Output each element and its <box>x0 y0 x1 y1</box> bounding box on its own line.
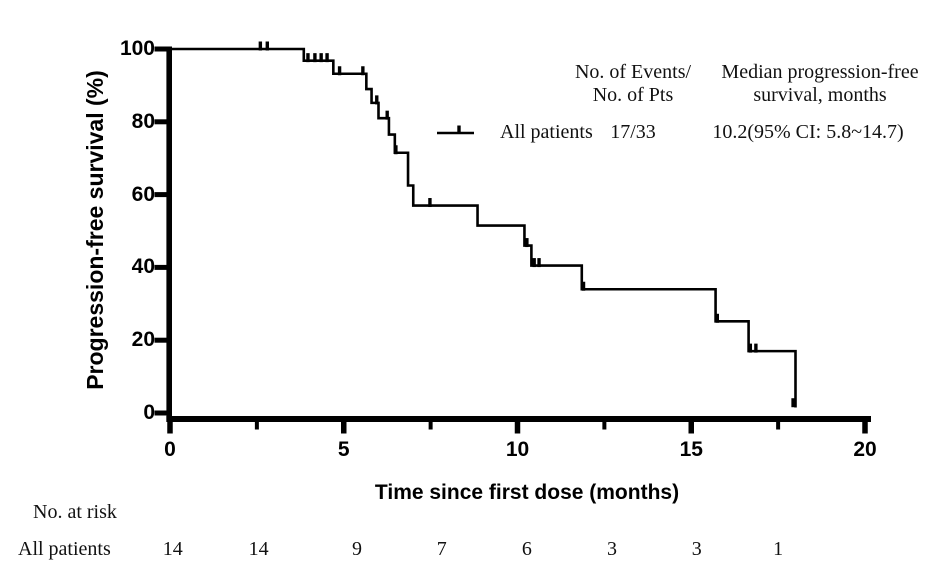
at-risk-value: 7 <box>436 538 447 560</box>
at-risk-value: 6 <box>521 538 532 560</box>
legend-events-header-line2: No. of Pts <box>592 84 674 106</box>
at-risk-value: 9 <box>351 538 362 560</box>
x-tick-label: 10 <box>505 438 530 461</box>
y-tick-label: 60 <box>131 182 155 206</box>
at-risk-value: 14 <box>162 538 183 560</box>
legend-median-value: 10.2(95% CI: 5.8~14.7) <box>712 121 904 143</box>
at-risk-value: 14 <box>248 538 269 560</box>
legend-median-header: Median progression-free survival, months <box>700 61 931 107</box>
y-tick-label: 80 <box>131 109 155 133</box>
x-axis-title: Time since first dose (months) <box>374 481 680 504</box>
survival-curve <box>170 47 797 408</box>
at-risk-value: 3 <box>691 538 702 560</box>
y-axis-title: Progression-free survival (%) <box>82 70 108 390</box>
at-risk-row-label: All patients <box>18 538 111 560</box>
y-tick-label: 0 <box>143 401 155 424</box>
x-tick-label: 0 <box>164 438 176 461</box>
legend-events-header: No. of Events/ No. of Pts <box>553 61 713 107</box>
legend-censor-line-marker <box>437 125 474 135</box>
legend-series-label: All patients <box>500 121 593 143</box>
at-risk-value: 1 <box>773 538 784 560</box>
legend-events-value: 17/33 <box>610 121 656 143</box>
x-tick-label: 5 <box>337 438 350 461</box>
x-tick-label: 20 <box>853 438 877 461</box>
legend-events-header-line1: No. of Events/ <box>574 61 692 83</box>
x-tick-label: 15 <box>679 438 703 461</box>
y-tick-label: 40 <box>131 255 155 279</box>
y-tick-label: 20 <box>131 328 155 352</box>
y-tick-label: 100 <box>119 37 155 60</box>
legend-median-header-line1: Median progression-free <box>721 61 919 83</box>
at-risk-value: 3 <box>607 538 618 560</box>
legend-median-header-line2: survival, months <box>753 84 887 106</box>
at-risk-title: No. at risk <box>33 501 117 523</box>
